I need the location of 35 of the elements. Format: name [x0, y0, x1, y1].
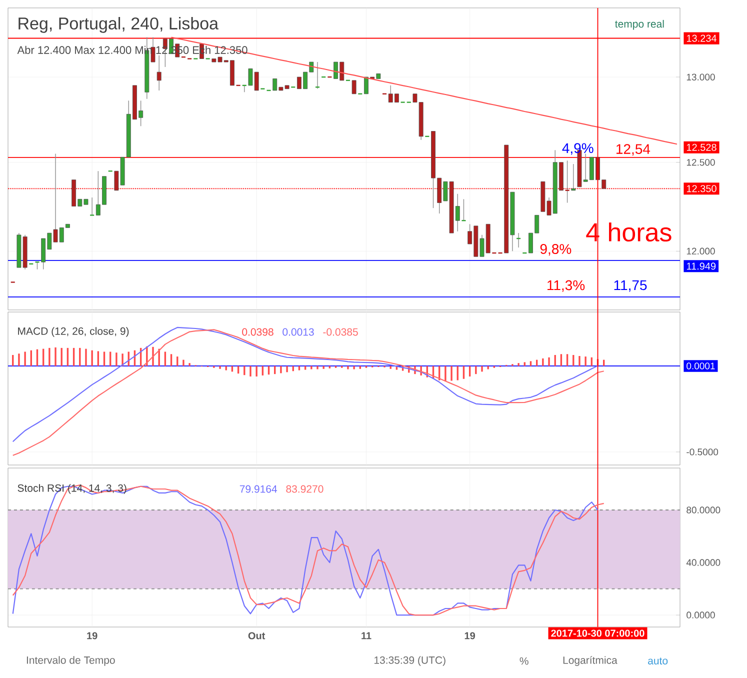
- ref-line-label: 11.949: [686, 262, 716, 270]
- text: 0.0398: [242, 328, 274, 336]
- y-tick-label: 12.000: [686, 248, 715, 255]
- annotation: tempo real: [615, 20, 664, 30]
- x-tick-label: 19: [464, 632, 475, 640]
- x-tick-label: 2017-10-30 07:00:00: [551, 630, 644, 637]
- text: %: [520, 657, 528, 665]
- text: 13:35:39 (UTC): [374, 656, 446, 666]
- text: 83.9270: [286, 485, 324, 493]
- text: Intervalo de Tempo: [26, 656, 115, 666]
- annotation: 11,3%: [548, 280, 585, 292]
- annotation: 12,54: [616, 144, 650, 156]
- y-tick-label: 13.000: [686, 74, 715, 80]
- annotation: 4,9%: [562, 143, 594, 155]
- y-tick-label: 0.0000: [686, 612, 715, 618]
- y-tick-label: 40.0000: [686, 559, 720, 566]
- text: MACD (12, 26, close, 9): [18, 327, 129, 337]
- x-tick-label: 11: [362, 632, 372, 640]
- annotation: 11,75: [614, 280, 647, 292]
- y-tick-label: 80.0000: [686, 506, 720, 514]
- text: Reg, Portugal, 240, Lisboa: [18, 17, 219, 33]
- text: auto: [648, 658, 668, 664]
- x-tick-label: Out: [248, 632, 266, 640]
- x-tick-label: 19: [87, 632, 98, 640]
- ref-line-label: 13.234: [686, 34, 716, 42]
- text: Logarítmica: [563, 656, 618, 666]
- series-label: 0.0013: [282, 328, 314, 336]
- text: 79.9164: [240, 485, 278, 493]
- y-tick-label: 0.0001: [686, 362, 715, 370]
- y-tick-label: -0.5000: [686, 448, 718, 456]
- ref-line-label: 12.350: [686, 185, 716, 192]
- annotation: 9,8%: [540, 244, 572, 256]
- y-tick-label: 12.500: [686, 158, 715, 166]
- text: -0.0385: [323, 328, 358, 336]
- ref-line-label: 12.528: [686, 144, 716, 151]
